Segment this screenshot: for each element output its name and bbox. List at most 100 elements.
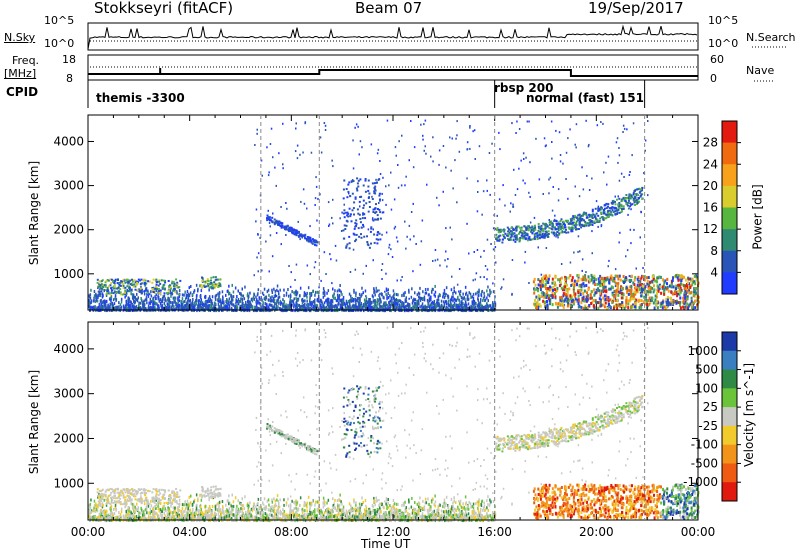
- power-cell: [138, 301, 140, 305]
- power-cell: [275, 303, 278, 307]
- power-cell: [379, 296, 381, 300]
- power-cell: [190, 302, 192, 306]
- power-cell: [279, 299, 282, 303]
- power-cell: [207, 299, 210, 303]
- power-cell: [358, 292, 361, 296]
- velocity-cell: [108, 516, 111, 519]
- power-cell: [134, 281, 137, 284]
- velocity-cell: [367, 516, 370, 520]
- power-cell: [332, 296, 335, 300]
- freq-label-2: [MHz]: [4, 67, 37, 80]
- velocity-cell: [405, 509, 408, 513]
- velocity-cell: [366, 514, 368, 518]
- power-cell: [477, 294, 479, 298]
- velocity-cell: [326, 501, 328, 505]
- power-cell: [271, 303, 273, 307]
- velocity-cell: [465, 519, 467, 523]
- velocity-cell: [245, 517, 248, 521]
- power-cell: [214, 297, 217, 301]
- velocity-cell: [395, 516, 398, 519]
- velocity-cell: [88, 514, 91, 518]
- power-cell: [447, 295, 450, 299]
- power-cell: [276, 307, 278, 311]
- velocity-cell: [374, 503, 376, 507]
- velocity-cell: [410, 505, 413, 509]
- velocity-cell: [120, 507, 123, 511]
- power-cell: [297, 298, 299, 302]
- power-cell: [309, 299, 311, 303]
- power-cell: [98, 283, 100, 287]
- velocity-cell: [167, 506, 169, 510]
- velocity-cell: [296, 513, 299, 517]
- power-cell: [474, 305, 477, 309]
- velocity-cell: [197, 497, 199, 501]
- power-cell: [312, 307, 314, 310]
- power-cell: [152, 297, 154, 301]
- velocity-cell: [459, 513, 462, 517]
- velocity-cell: [439, 514, 441, 518]
- velocity-cell: [187, 507, 189, 511]
- power-cell: [177, 300, 179, 304]
- power-cell: [424, 305, 427, 309]
- velocity-cell: [105, 514, 107, 518]
- velocity-cell: [341, 511, 344, 515]
- velocity-cell: [340, 500, 342, 504]
- velocity-cell: [232, 504, 235, 508]
- velocity-cell: [255, 513, 258, 517]
- power-cell: [442, 295, 444, 299]
- power-cell: [355, 302, 357, 306]
- velocity-cell: [292, 509, 294, 513]
- velocity-cell: [89, 506, 92, 510]
- power-cell: [248, 309, 251, 313]
- velocity-cell: [433, 516, 435, 520]
- power-cell: [461, 306, 464, 310]
- power-cell: [294, 309, 296, 313]
- velocity-cell: [222, 516, 224, 520]
- velocity-cell: [268, 513, 271, 517]
- power-cell: [187, 297, 189, 301]
- velocity-cell: [349, 508, 351, 512]
- velocity-cell: [310, 517, 313, 521]
- power-cell: [237, 297, 240, 301]
- velocity-cell: [424, 497, 427, 501]
- velocity-cell: [230, 510, 232, 514]
- velocity-cell: [211, 505, 214, 508]
- power-cell: [189, 291, 192, 295]
- velocity-cell: [308, 516, 310, 520]
- power-cell: [483, 291, 485, 295]
- velocity-cell: [401, 512, 403, 516]
- power-cell: [479, 301, 482, 305]
- velocity-cell: [436, 508, 438, 512]
- power-cell: [452, 306, 455, 310]
- power-cell: [387, 292, 389, 295]
- power-cell: [235, 299, 238, 303]
- velocity-cell: [322, 505, 325, 509]
- power-cell: [161, 307, 163, 311]
- power-cell: [453, 289, 455, 293]
- power-cell: [192, 304, 194, 307]
- power-cell: [228, 297, 231, 301]
- velocity-cell: [327, 510, 330, 514]
- velocity-cell: [104, 493, 107, 496]
- power-cell: [195, 297, 198, 301]
- velocity-cell: [99, 495, 102, 499]
- power-cell: [385, 287, 388, 291]
- power-cell: [130, 289, 133, 292]
- velocity-cell: [447, 509, 450, 513]
- velocity-cell: [210, 509, 212, 513]
- velocity-cell: [368, 514, 370, 517]
- velocity-cell: [199, 493, 201, 497]
- power-cell: [389, 299, 391, 303]
- velocity-cell: [218, 500, 221, 504]
- velocity-cell: [485, 514, 487, 518]
- power-cell: [393, 293, 395, 297]
- velocity-cell: [262, 501, 264, 505]
- velocity-cell: [317, 504, 320, 508]
- velocity-cell: [431, 500, 433, 504]
- power-cell: [237, 289, 239, 293]
- velocity-cell: [139, 511, 142, 515]
- power-cell: [217, 297, 219, 301]
- power-cell: [147, 294, 150, 298]
- power-cell: [368, 301, 370, 305]
- power-cell: [118, 305, 120, 309]
